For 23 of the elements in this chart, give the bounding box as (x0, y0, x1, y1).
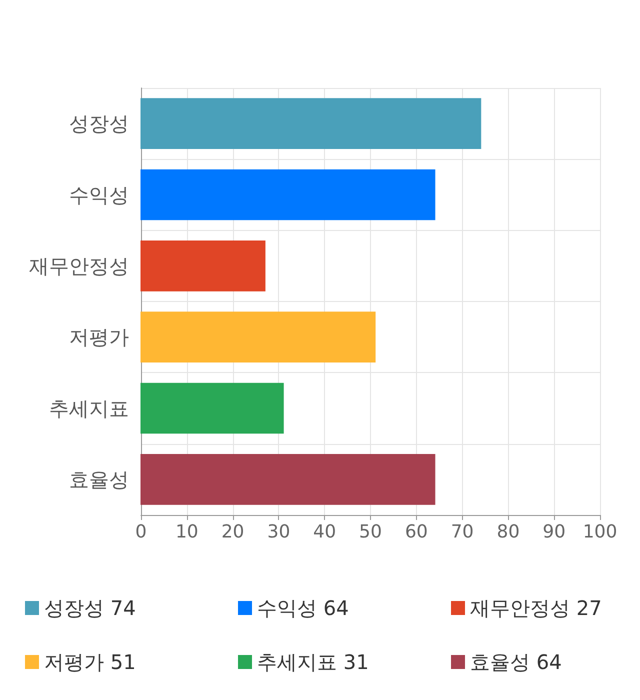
x-tick-label: 70 (450, 522, 474, 542)
x-tick-label: 100 (582, 522, 618, 542)
legend-label: 수익성 64 (257, 596, 349, 620)
y-tick-label: 성장성 (69, 112, 129, 136)
y-tick-label: 효율성 (69, 467, 129, 492)
x-tick-label: 80 (496, 522, 520, 542)
x-tick-label: 10 (175, 522, 198, 542)
legend-label: 재무안정성 27 (470, 596, 602, 620)
x-tick-label: 90 (542, 522, 566, 542)
legend-label: 효율성 64 (470, 650, 562, 674)
y-tick-label: 추세지표 (49, 396, 129, 420)
x-tick-label: 30 (267, 522, 290, 542)
x-tick-label: 60 (404, 522, 428, 542)
y-tick-label: 수익성 (69, 182, 129, 207)
x-tick-label: 20 (221, 522, 244, 542)
x-tick-label: 0 (135, 522, 147, 542)
legend-label: 성장성 74 (44, 596, 136, 620)
y-tick-label: 재무안정성 (29, 254, 129, 278)
legend-label: 추세지표 31 (257, 650, 369, 674)
x-tick-label: 40 (313, 522, 336, 542)
x-tick-label: 50 (359, 522, 382, 542)
y-tick-label: 저평가 (69, 325, 129, 350)
legend-label: 저평가 51 (44, 650, 136, 674)
